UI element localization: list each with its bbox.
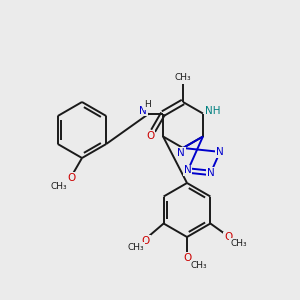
Text: N: N (216, 147, 224, 157)
Text: O: O (142, 236, 150, 245)
Text: O: O (146, 131, 154, 141)
Text: CH₃: CH₃ (175, 73, 191, 82)
Text: O: O (67, 172, 75, 183)
Text: N: N (139, 106, 147, 116)
Text: NH: NH (205, 106, 221, 116)
Text: O: O (224, 232, 232, 242)
Text: N: N (177, 148, 185, 158)
Text: CH₃: CH₃ (191, 260, 207, 269)
Text: N: N (184, 166, 192, 176)
Text: CH₃: CH₃ (51, 182, 67, 191)
Text: N: N (207, 168, 214, 178)
Text: O: O (183, 253, 191, 263)
Text: H: H (144, 100, 151, 109)
Text: CH₃: CH₃ (230, 239, 247, 248)
Text: CH₃: CH₃ (127, 243, 144, 252)
